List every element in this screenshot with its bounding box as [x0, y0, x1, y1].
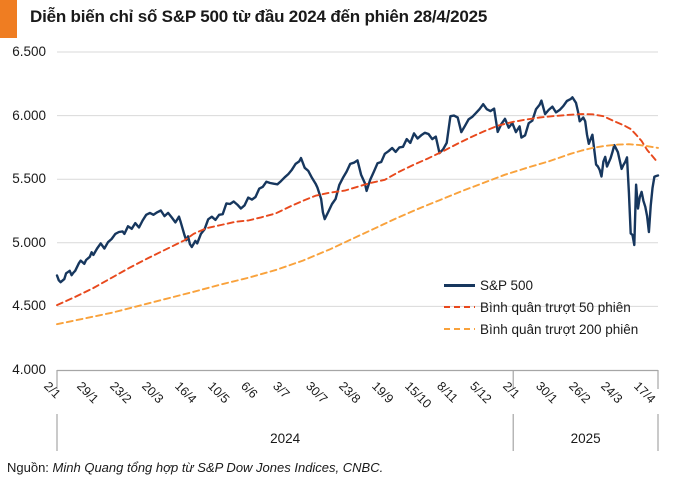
year-label-2024: 2024 — [270, 431, 301, 446]
sp500-line-sample — [444, 283, 475, 287]
legend-label: Bình quân trượt 200 phiên — [480, 321, 639, 337]
y-tick-label: 4.000 — [12, 362, 46, 377]
ma200-line — [56, 143, 659, 326]
source-text: Minh Quang tổng hợp từ S&P Dow Jones Ind… — [52, 460, 384, 475]
brand-accent-square — [0, 0, 17, 38]
legend-label: S&P 500 — [480, 277, 534, 293]
y-tick-label: 4.500 — [12, 298, 46, 314]
ma50-line-sample — [444, 305, 475, 309]
source-prefix: Nguồn: — [7, 460, 49, 475]
y-tick-label: 5.500 — [12, 171, 46, 187]
y-tick-label: 6.000 — [12, 107, 46, 123]
source-note: Nguồn: Minh Quang tổng hợp từ S&P Dow Jo… — [7, 460, 383, 475]
legend-item-ma50: Bình quân trượt 50 phiên — [444, 296, 638, 318]
legend-label: Bình quân trượt 50 phiên — [480, 299, 631, 315]
year-label-2025: 2025 — [570, 431, 601, 446]
y-tick-label: 5.000 — [12, 234, 46, 250]
legend-item-ma200: Bình quân trượt 200 phiên — [444, 318, 638, 340]
ma50-line — [56, 113, 659, 307]
y-tick-label: 6.500 — [12, 44, 46, 59]
legend-item-sp500: S&P 500 — [444, 274, 638, 296]
chart-title: Diễn biến chỉ số S&P 500 từ đầu 2024 đến… — [30, 7, 488, 26]
ma200-line-sample — [444, 327, 475, 331]
legend: S&P 500 Bình quân trượt 50 phiên Bình qu… — [444, 274, 638, 340]
sp500-line — [55, 96, 660, 284]
